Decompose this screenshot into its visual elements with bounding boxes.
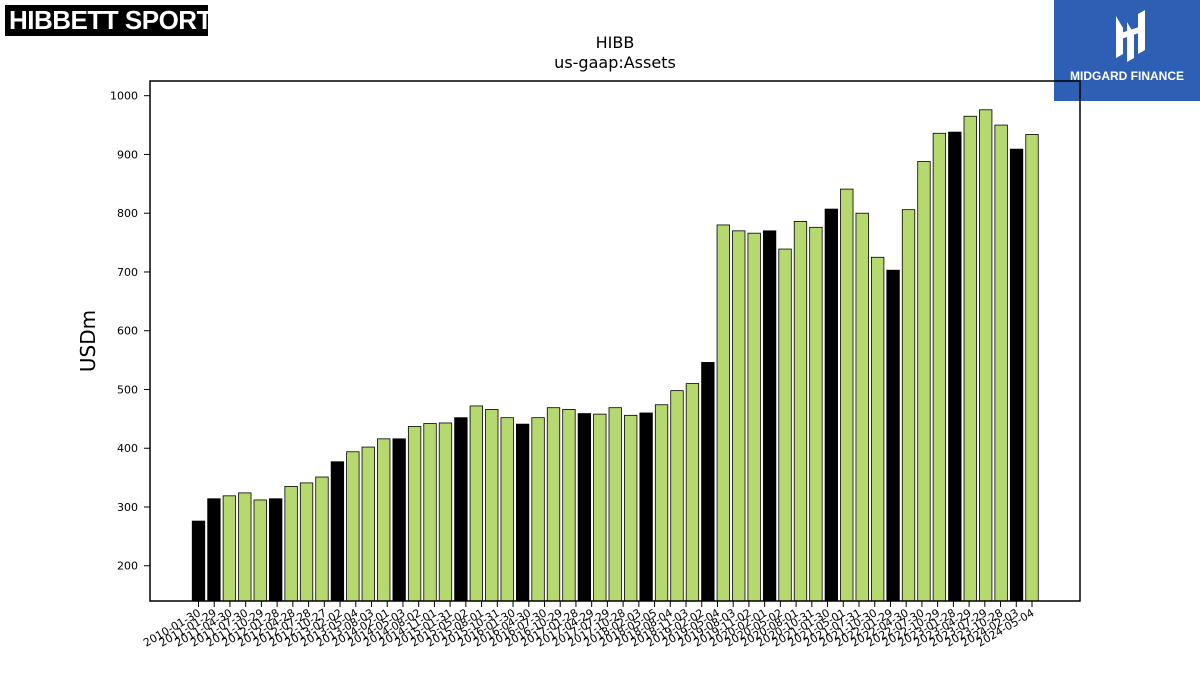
bar <box>979 109 993 602</box>
bar <box>994 124 1008 602</box>
bar <box>732 230 746 602</box>
bar <box>207 498 221 602</box>
bar <box>1009 148 1024 602</box>
bar <box>531 417 545 602</box>
bar <box>948 131 962 602</box>
bar <box>191 520 206 602</box>
y-tick-label: 200 <box>117 560 138 573</box>
bar <box>253 499 267 602</box>
bar <box>762 230 777 602</box>
chart-subtitle: us-gaap:Assets <box>554 53 676 72</box>
bar <box>917 161 931 602</box>
chart-title: HIBB <box>596 33 635 52</box>
bar <box>392 438 406 602</box>
y-tick-label: 900 <box>117 148 138 161</box>
bar <box>778 248 792 602</box>
bar <box>855 212 869 602</box>
bar <box>901 209 916 602</box>
bar <box>454 417 468 602</box>
hibbett-sports-logo: HIBBETT SPORTS® <box>5 5 208 36</box>
bar <box>654 404 669 602</box>
bar <box>624 414 638 602</box>
bar <box>593 413 607 602</box>
bar <box>423 423 437 602</box>
plot-frame <box>149 80 1081 602</box>
bar <box>608 407 622 602</box>
midgard-mark-icon <box>1116 10 1145 62</box>
bar <box>840 188 854 602</box>
bar <box>469 405 483 602</box>
bar <box>238 492 252 602</box>
bar <box>963 115 977 602</box>
bar <box>315 476 329 602</box>
midgard-finance-logo: MIDGARD FINANCE <box>1054 0 1200 101</box>
y-tick-label: 700 <box>117 266 138 279</box>
bar <box>222 495 237 602</box>
bar <box>485 409 499 602</box>
x-axis-ticks: 2010-01-302011-01-292011-04-302011-07-30… <box>141 601 1037 650</box>
bar <box>824 208 838 602</box>
bar <box>871 256 885 602</box>
bar <box>809 226 823 602</box>
bar <box>1025 134 1039 602</box>
bar <box>562 409 576 602</box>
bar <box>546 407 561 602</box>
y-axis-ticks: 200 300 400 500 600 700 800 900 1000 <box>110 90 150 573</box>
y-tick-label: 500 <box>117 383 138 396</box>
bar <box>639 412 653 602</box>
bar <box>701 362 715 602</box>
bar <box>716 224 730 602</box>
y-tick-label: 300 <box>117 501 138 514</box>
bar <box>932 132 947 602</box>
y-tick-label: 600 <box>117 325 138 338</box>
bar <box>346 451 360 602</box>
bar <box>670 390 684 602</box>
bar <box>577 413 592 602</box>
y-axis-label: USDm <box>76 310 100 372</box>
bar <box>299 482 314 602</box>
bar <box>361 446 375 602</box>
bar <box>500 417 514 602</box>
y-tick-label: 400 <box>117 442 138 455</box>
bar <box>284 486 298 602</box>
bar <box>747 232 761 602</box>
bar <box>377 438 391 602</box>
y-tick-label: 1000 <box>110 90 138 103</box>
bar <box>330 461 345 602</box>
bar <box>793 221 808 602</box>
bar <box>515 423 530 602</box>
bar <box>407 426 422 602</box>
y-tick-label: 800 <box>117 207 138 220</box>
bar <box>438 422 453 602</box>
bar <box>886 269 900 602</box>
bar-series <box>191 109 1039 602</box>
bar <box>685 383 700 602</box>
bar <box>269 498 283 602</box>
